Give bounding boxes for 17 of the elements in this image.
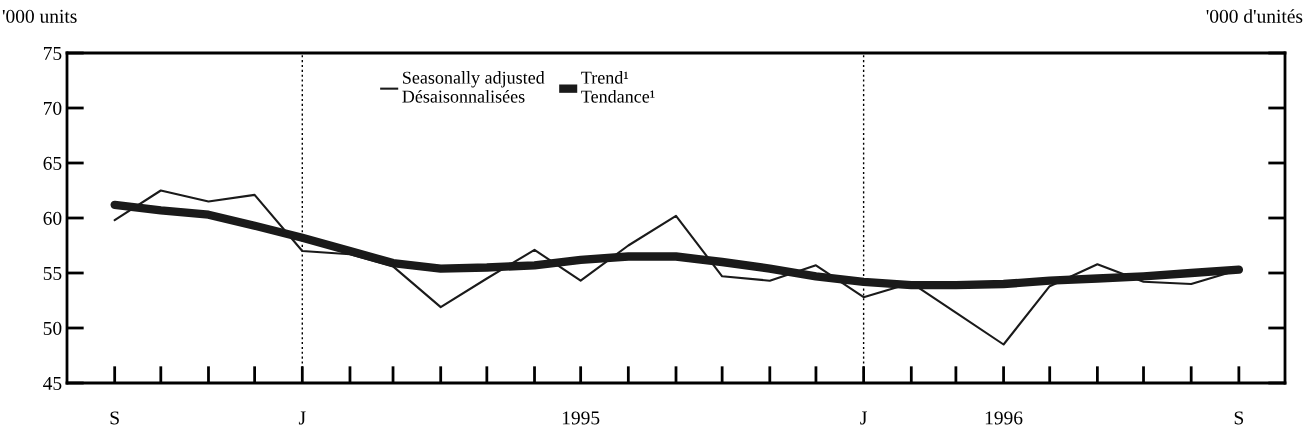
legend-label: Seasonally adjusted Désaisonnalisées bbox=[402, 71, 545, 103]
y-tick-label: 50 bbox=[43, 321, 62, 335]
x-tick-label: S bbox=[110, 411, 119, 425]
x-tick-label: S bbox=[1234, 411, 1244, 425]
x-tick-label: 1996 bbox=[985, 411, 1023, 425]
legend-label: Trend¹ Tendance¹ bbox=[581, 71, 655, 103]
y-tick-label: 45 bbox=[43, 376, 62, 390]
y-tick-label: 55 bbox=[43, 267, 62, 280]
x-tick-label: 1995 bbox=[562, 411, 600, 425]
y-tick-label: 70 bbox=[43, 101, 62, 115]
x-tick-label: J bbox=[298, 411, 306, 425]
y2-axis-title: '000 d'unités bbox=[1206, 9, 1303, 23]
y-axis-title: '000 units bbox=[2, 9, 77, 23]
y-tick-label: 60 bbox=[43, 211, 62, 225]
y-tick-label: 75 bbox=[43, 47, 62, 60]
x-tick-label: J bbox=[860, 411, 867, 425]
y-tick-label: 65 bbox=[43, 156, 62, 170]
